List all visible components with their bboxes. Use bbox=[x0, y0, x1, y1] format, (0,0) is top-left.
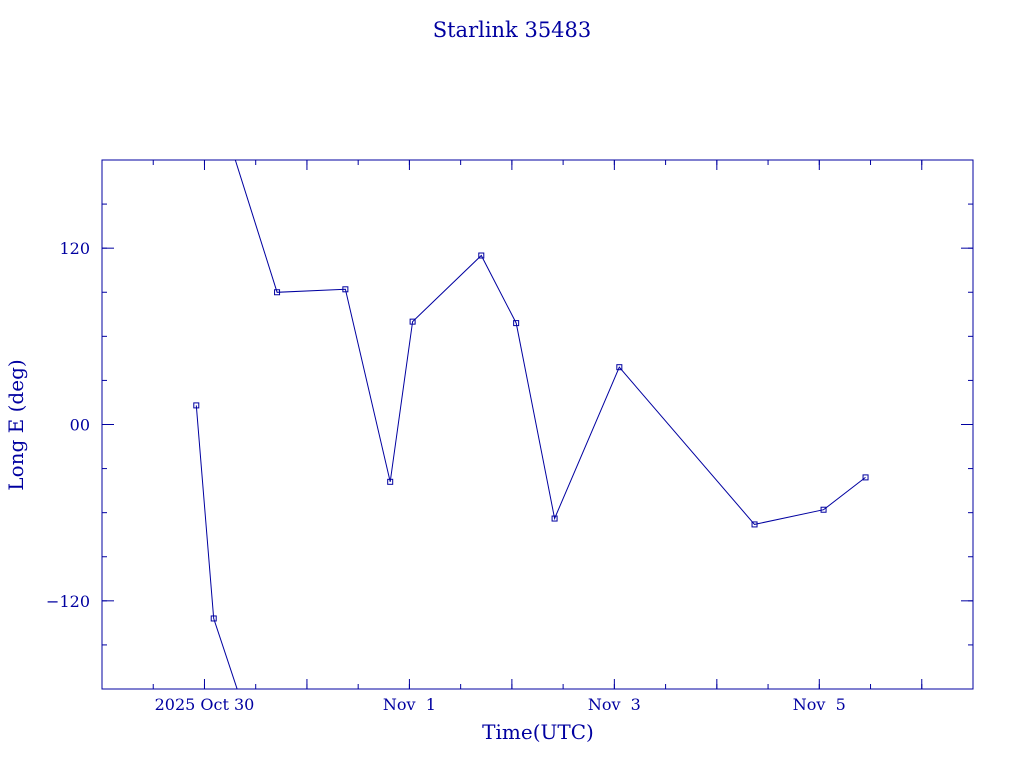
data-point bbox=[751, 521, 758, 528]
data-point bbox=[820, 506, 827, 513]
x-axis-tick-labels: 2025 Oct 30 Nov 1 Nov 3 Nov 5 bbox=[155, 695, 846, 714]
data-point bbox=[210, 615, 217, 622]
x-tick-label: Nov 1 bbox=[383, 695, 436, 714]
chart-title: Starlink 35483 bbox=[433, 18, 592, 42]
data-point bbox=[478, 252, 485, 259]
x-tick-label: Nov 5 bbox=[793, 695, 846, 714]
data-point bbox=[616, 364, 623, 371]
y-tick-label: 120 bbox=[59, 239, 90, 258]
x-axis-label: Time(UTC) bbox=[482, 720, 594, 744]
data-point bbox=[193, 402, 200, 409]
y-axis-label: Long E (deg) bbox=[4, 359, 28, 490]
plot-frame bbox=[101, 159, 974, 690]
x-tick-label: 2025 Oct 30 bbox=[155, 695, 255, 714]
data-point bbox=[513, 320, 520, 327]
series-line bbox=[234, 160, 866, 525]
y-axis-ticks bbox=[102, 159, 973, 690]
data-point bbox=[342, 286, 349, 293]
points-group bbox=[193, 252, 869, 622]
y-axis-tick-labels: −120 00 120 bbox=[46, 239, 90, 611]
series-line bbox=[195, 405, 238, 689]
data-point bbox=[387, 478, 394, 485]
data-point bbox=[551, 515, 558, 522]
data-point bbox=[862, 474, 869, 481]
series-group bbox=[195, 160, 866, 689]
data-point bbox=[274, 289, 281, 296]
y-tick-label: 00 bbox=[70, 416, 90, 435]
data-point bbox=[409, 318, 416, 325]
x-tick-label: Nov 3 bbox=[588, 695, 641, 714]
y-tick-label: −120 bbox=[46, 592, 90, 611]
x-axis-ticks bbox=[101, 160, 974, 689]
